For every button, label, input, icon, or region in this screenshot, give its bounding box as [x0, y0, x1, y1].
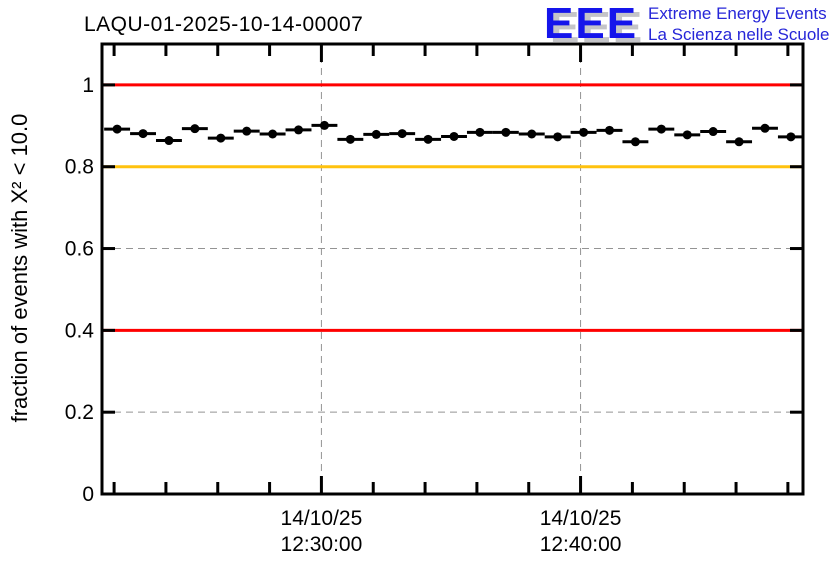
- eee-logo: EEE Extreme Energy Events La Scienza nel…: [544, 0, 830, 48]
- data-point: [553, 132, 563, 142]
- y-tick-label: 0: [82, 483, 94, 506]
- data-point: [371, 129, 381, 139]
- x-tick-label-time: 12:30:00: [281, 533, 363, 556]
- data-point: [190, 124, 200, 134]
- data-point: [682, 130, 692, 140]
- data-point: [268, 129, 278, 139]
- data-point: [786, 132, 796, 142]
- data-point: [138, 129, 148, 139]
- x-tick-label-date: 14/10/25: [281, 507, 363, 530]
- y-tick-label: 0.6: [65, 238, 94, 261]
- data-point: [216, 133, 226, 143]
- page-title: LAQU-01-2025-10-14-00007: [84, 13, 364, 36]
- y-tick-label: 1: [82, 74, 94, 97]
- eee-logo-taglines: Extreme Energy Events La Scienza nelle S…: [648, 3, 829, 45]
- eee-logo-tagline-1: Extreme Energy Events: [648, 4, 827, 23]
- data-point: [579, 127, 589, 137]
- data-point: [475, 127, 485, 137]
- plot-frame: [100, 42, 805, 496]
- data-point: [734, 137, 744, 147]
- data-point: [397, 129, 407, 139]
- y-tick-label: 0.2: [65, 401, 94, 424]
- y-tick-label: 0.4: [65, 319, 95, 342]
- data-point: [501, 127, 511, 137]
- data-point: [630, 137, 640, 147]
- data-point: [164, 136, 174, 146]
- data-point: [112, 124, 122, 134]
- data-point: [708, 127, 718, 137]
- data-point: [527, 129, 537, 139]
- y-tick-label: 0.8: [65, 156, 94, 179]
- data-point: [760, 123, 770, 133]
- eee-logo-acronym: EEE: [544, 0, 639, 48]
- eee-logo-tagline-2: La Scienza nelle Scuole: [648, 25, 830, 44]
- data-point: [423, 134, 433, 144]
- x-tick-label-time: 12:40:00: [540, 533, 622, 556]
- data-point: [294, 125, 304, 135]
- data-point: [605, 125, 615, 135]
- data-point: [345, 134, 355, 144]
- data-point: [319, 120, 329, 130]
- data-point: [242, 126, 252, 136]
- data-point: [656, 124, 666, 134]
- x-tick-label-date: 14/10/25: [540, 507, 622, 530]
- data-point: [449, 131, 459, 141]
